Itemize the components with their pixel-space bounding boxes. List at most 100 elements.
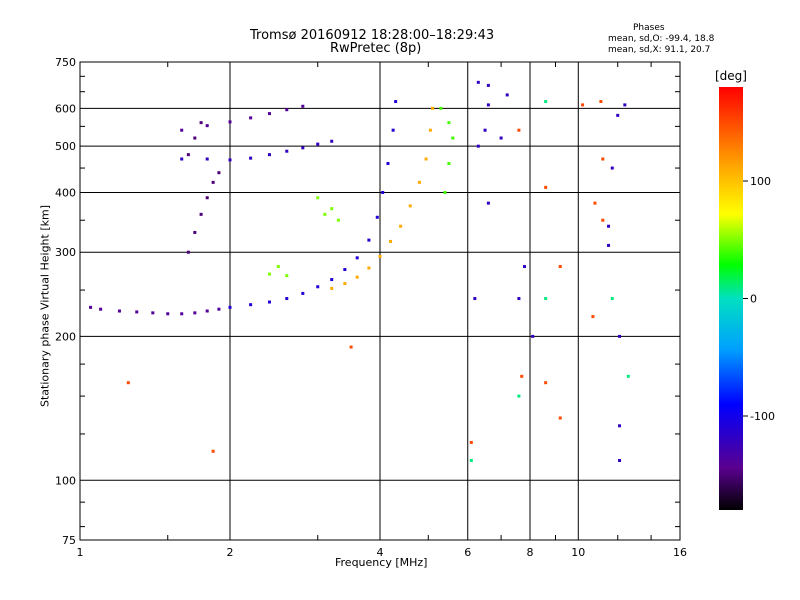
echo-point [391, 128, 395, 132]
echo-point [381, 190, 385, 194]
echo-point [439, 106, 443, 110]
echo-point [186, 250, 190, 254]
echo-point [367, 238, 371, 242]
echo-point [180, 157, 184, 161]
echo-point [599, 100, 603, 104]
echo-point [355, 256, 359, 260]
x-tick-label: 1 [77, 546, 84, 559]
echo-point [249, 116, 253, 120]
echo-point [469, 440, 473, 444]
y-tick-label: 500 [55, 140, 76, 153]
echo-point [591, 315, 595, 319]
echo-point [205, 309, 209, 313]
echo-point [447, 121, 451, 125]
x-tick-label: 4 [377, 546, 384, 559]
echo-point [316, 285, 320, 289]
echo-point [544, 185, 548, 189]
echo-point [389, 239, 393, 243]
echo-point [483, 128, 487, 132]
echo-point [469, 458, 473, 462]
x-tick-label: 2 [227, 546, 234, 559]
echo-point [205, 157, 209, 161]
echo-point [593, 201, 597, 205]
echo-point [316, 196, 320, 200]
echo-point [544, 381, 548, 385]
echo-point [447, 161, 451, 165]
echo-point [343, 268, 347, 272]
echo-point [126, 381, 130, 385]
echo-point [276, 265, 280, 269]
echo-point [193, 230, 197, 234]
phases-o-mode: mean, sd,O: -99.4, 18.8 [608, 34, 715, 44]
echo-point [228, 305, 232, 309]
y-tick-label: 75 [62, 534, 76, 547]
y-tick-label: 600 [55, 102, 76, 115]
echo-point [249, 303, 253, 307]
echo-point [211, 180, 215, 184]
echo-point [193, 311, 197, 315]
echo-point [367, 266, 371, 270]
x-tick-label: 8 [527, 546, 534, 559]
echo-point [581, 103, 585, 107]
echo-point [249, 156, 253, 160]
echo-point [228, 158, 232, 162]
colorbar [719, 87, 743, 510]
echo-point [89, 305, 93, 309]
echo-point [355, 275, 359, 279]
y-tick-label: 300 [55, 246, 76, 259]
echo-point [517, 128, 521, 132]
echo-point [386, 161, 390, 165]
echo-point [499, 136, 503, 140]
x-tick-label: 6 [464, 546, 471, 559]
echo-point [151, 311, 155, 315]
echo-point [544, 297, 548, 301]
echo-point [476, 144, 480, 148]
echo-point [517, 394, 521, 398]
echo-point [205, 124, 209, 128]
echo-point [375, 215, 379, 219]
echo-point [523, 265, 527, 269]
echo-point [267, 112, 271, 116]
echo-point [135, 310, 139, 314]
echo-point [601, 218, 605, 222]
echo-point [558, 265, 562, 269]
colorbar-tick-label: 100 [750, 175, 771, 188]
echo-point [607, 243, 611, 247]
echo-point [349, 345, 353, 349]
echo-point [443, 190, 447, 194]
echo-point [517, 297, 521, 301]
echo-point [486, 103, 490, 107]
echo-point [217, 307, 221, 311]
echo-point [623, 103, 627, 107]
x-tick-label: 16 [673, 546, 687, 559]
echo-point [330, 139, 334, 143]
echo-point [428, 128, 432, 132]
echo-point [267, 272, 271, 276]
plot-frame [79, 61, 681, 541]
phases-heading: Phases [633, 23, 665, 33]
colorbar-tick-label: -100 [750, 410, 775, 423]
echo-point [267, 300, 271, 304]
echo-point [431, 106, 435, 110]
chart-title: Tromsø 20160912 18:28:00–18:29:43 [250, 28, 495, 43]
echo-point [505, 93, 509, 97]
echo-point [616, 113, 620, 117]
echo-point [301, 104, 305, 108]
echo-point [180, 312, 184, 316]
echo-point [399, 224, 403, 228]
echo-point [285, 149, 289, 153]
echo-point [228, 120, 232, 124]
echo-point [424, 157, 428, 161]
echo-point [323, 212, 327, 216]
x-axis-label: Frequency [MHz] [335, 556, 428, 569]
echo-point [117, 309, 121, 313]
echo-point [473, 297, 477, 301]
echo-point [330, 207, 334, 211]
echo-point [618, 424, 622, 428]
phases-x-mode: mean, sd,X: 91.1, 20.7 [608, 45, 711, 55]
echo-point [285, 274, 289, 278]
echo-point [626, 374, 630, 378]
echo-point [316, 142, 320, 146]
echo-point [301, 146, 305, 150]
echo-point [451, 136, 455, 140]
